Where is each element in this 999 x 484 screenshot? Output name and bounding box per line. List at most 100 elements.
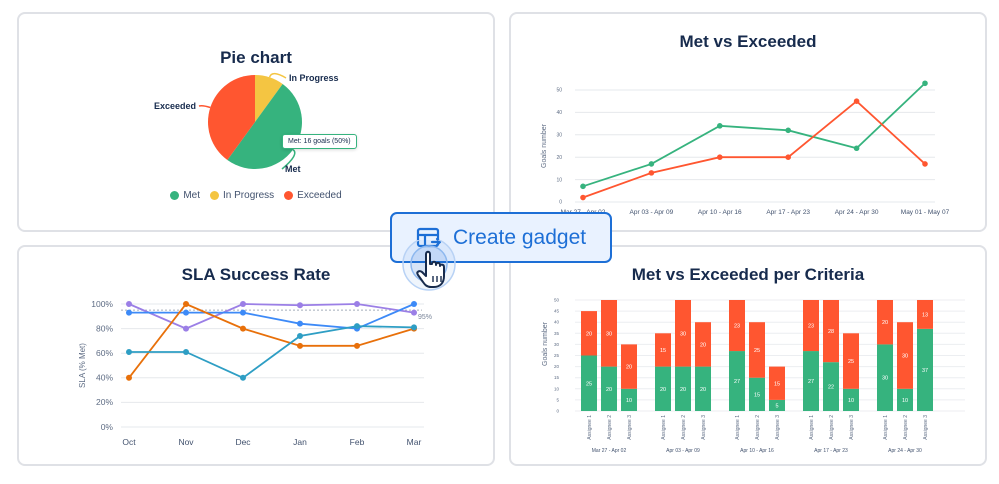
data-point [240,374,246,381]
y-tick-label: 10 [556,177,562,183]
bar-value-label: 25 [754,348,760,354]
series-line-4 [129,325,415,379]
x-tick-label: Assignee 1 [735,415,741,440]
y-tick-label: 20% [96,397,113,407]
bar-segment-exceeded [803,300,819,352]
data-point [240,309,246,316]
data-point [411,324,417,331]
data-point [354,301,360,307]
bar-value-label: 10 [902,398,908,404]
bar-value-label: 20 [660,387,666,393]
x-tick-label: Assignee 3 [701,415,707,440]
pie-chart-card: Pie chart In Progress Met Exceeded Met: 16… [17,12,495,232]
bar-value-label: 13 [922,312,928,318]
x-tick-label: Assignee 2 [829,415,835,440]
create-gadget-button[interactable]: Create gadget [390,212,612,263]
bar-value-label: 22 [828,385,834,391]
y-tick-label: 20 [554,364,560,369]
legend-label-in-progress: In Progress [223,190,275,201]
bar-value-label: 15 [660,348,666,354]
data-point [648,170,655,176]
bar-value-label: 23 [734,324,740,330]
legend-label-met: Met [183,190,201,201]
x-tick-label: Assignee 2 [903,415,909,440]
x-tick-label: Assignee 3 [627,415,633,440]
bar-segment-exceeded [877,300,893,345]
y-tick-label: 0 [556,409,559,414]
x-tick-label: Assignee 3 [923,415,929,440]
bar-value-label: 10 [626,398,632,404]
pie-label-exceeded: Exceeded [154,101,196,111]
criteria-card: Met vs Exceeded per Criteria 0 5 10 15 20 25 3… [509,245,987,466]
legend-item-exceeded[interactable]: Exceeded [284,190,342,201]
x-tick-label: May 01 - May 07 [901,209,950,216]
bar-segment-exceeded [769,366,785,400]
bar-segment-exceeded [897,322,913,389]
bar-value-label: 28 [828,329,834,335]
bar-value-label: 15 [754,392,760,398]
legend-item-met[interactable]: Met [170,190,200,201]
y-tick-label: 5 [556,397,559,402]
data-point [853,98,860,104]
pie-slice-in-progress [255,75,283,122]
data-point [922,80,928,87]
y-tick-label: 30 [554,342,560,347]
x-tick-label: Jan [293,437,307,447]
y-tick-label: 0% [101,422,114,432]
group-label: Apr 24 - Apr 30 [888,448,922,454]
data-point [240,325,246,332]
bar-segment-exceeded [823,300,839,363]
series-line-1 [582,82,926,188]
x-tick-label: Assignee 1 [587,415,593,440]
met-vs-exceeded-chart: 01020304050Mar 27 - Apr 02Apr 03 - Apr 0… [541,80,950,216]
data-point [411,309,417,316]
data-point [183,309,189,316]
bar-segment-exceeded [729,300,745,352]
y-tick-label: 35 [554,331,560,336]
x-tick-label: Assignee 2 [607,415,613,440]
x-tick-label: Oct [122,437,136,447]
bar-segment-met [729,351,745,411]
data-point [297,342,303,349]
y-tick-label: 20 [556,155,562,161]
bar-chart-title: Met vs Exceeded per Criteria [631,265,865,284]
y-tick-label: 15 [554,375,560,380]
bar-segment-exceeded [621,344,637,389]
target-label: 95% [418,314,432,321]
data-point [853,145,860,152]
pie-leader-exceeded [198,104,211,109]
bar-value-label: 30 [882,376,888,382]
bar-segment-met [655,366,671,411]
x-tick-label: Apr 10 - Apr 16 [698,209,742,216]
bar-segment-exceeded [601,300,617,367]
legend-dot-in-progress [210,191,220,200]
pie-leader-in-progress [268,72,287,79]
group-label: Apr 03 - Apr 09 [666,448,700,454]
legend-label-exceeded: Exceeded [297,190,342,201]
create-gadget-label: Create gadget [453,225,587,249]
data-point [354,323,360,330]
bar-segment-exceeded [675,300,691,367]
x-tick-label: Apr 03 - Apr 09 [630,209,674,216]
y-tick-label: 0 [559,200,562,206]
data-point [297,332,303,339]
bar-segment-exceeded [655,333,671,367]
x-tick-label: Assignee 3 [775,415,781,440]
data-point [183,325,189,332]
data-point [126,374,132,381]
bar-value-label: 20 [882,320,888,326]
data-point [648,161,655,167]
bar-segment-exceeded [917,300,933,329]
y-axis-label: Goals number [542,321,549,366]
y-tick-label: 45 [554,309,560,314]
data-point [126,301,132,307]
x-tick-label: Assignee 1 [661,415,667,440]
y-tick-label: 80% [96,323,113,333]
data-point [580,194,586,201]
data-point [785,127,791,134]
bar-value-label: 30 [902,354,908,360]
bar-segment-met [803,351,819,411]
series-line-2 [129,303,415,330]
legend-item-in-progress[interactable]: In Progress [210,190,274,201]
bar-segment-exceeded [843,333,859,389]
